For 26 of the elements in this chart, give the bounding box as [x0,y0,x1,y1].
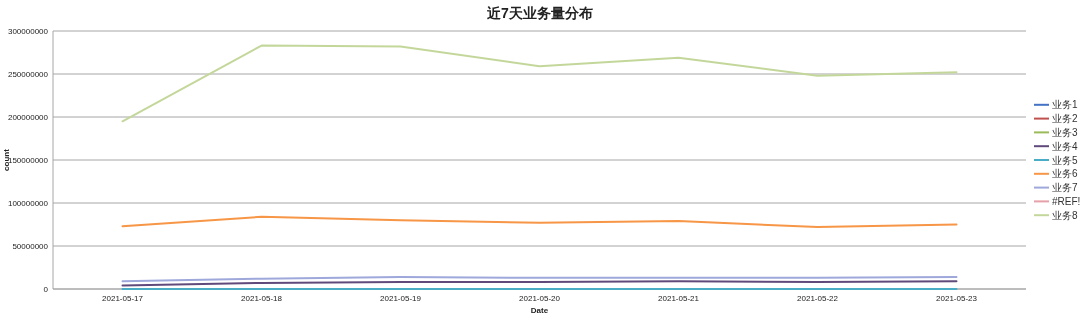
legend-label: 业务3 [1052,126,1078,138]
y-tick-label: 50000000 [12,242,49,251]
x-tick-label: 2021-05-17 [102,294,144,303]
x-tick-label: 2021-05-21 [658,294,700,303]
legend-label: 业务6 [1052,168,1078,180]
x-axis-title: Date [530,306,549,315]
legend-label: 业务2 [1052,113,1078,125]
legend-label: 业务5 [1052,154,1078,166]
legend-label: 业务8 [1052,209,1078,221]
y-tick-label: 300000000 [7,27,49,36]
y-tick-label: 250000000 [7,70,49,79]
x-tick-label: 2021-05-20 [519,294,561,303]
y-tick-label: 0 [43,285,49,294]
x-tick-label: 2021-05-23 [936,294,978,303]
line-series [121,44,958,123]
chart-title: 近7天业务量分布 [486,5,593,21]
legend-label: 业务7 [1052,182,1078,194]
legend-label: #REF! [1052,195,1080,207]
x-tick-label: 2021-05-22 [797,294,839,303]
y-tick-label: 200000000 [7,113,49,122]
x-tick-label: 2021-05-18 [241,294,283,303]
y-tick-label: 100000000 [7,199,49,208]
line-series [121,215,958,229]
legend-label: 业务1 [1052,99,1078,111]
x-tick-label: 2021-05-19 [380,294,422,303]
legend-label: 业务4 [1052,140,1078,152]
